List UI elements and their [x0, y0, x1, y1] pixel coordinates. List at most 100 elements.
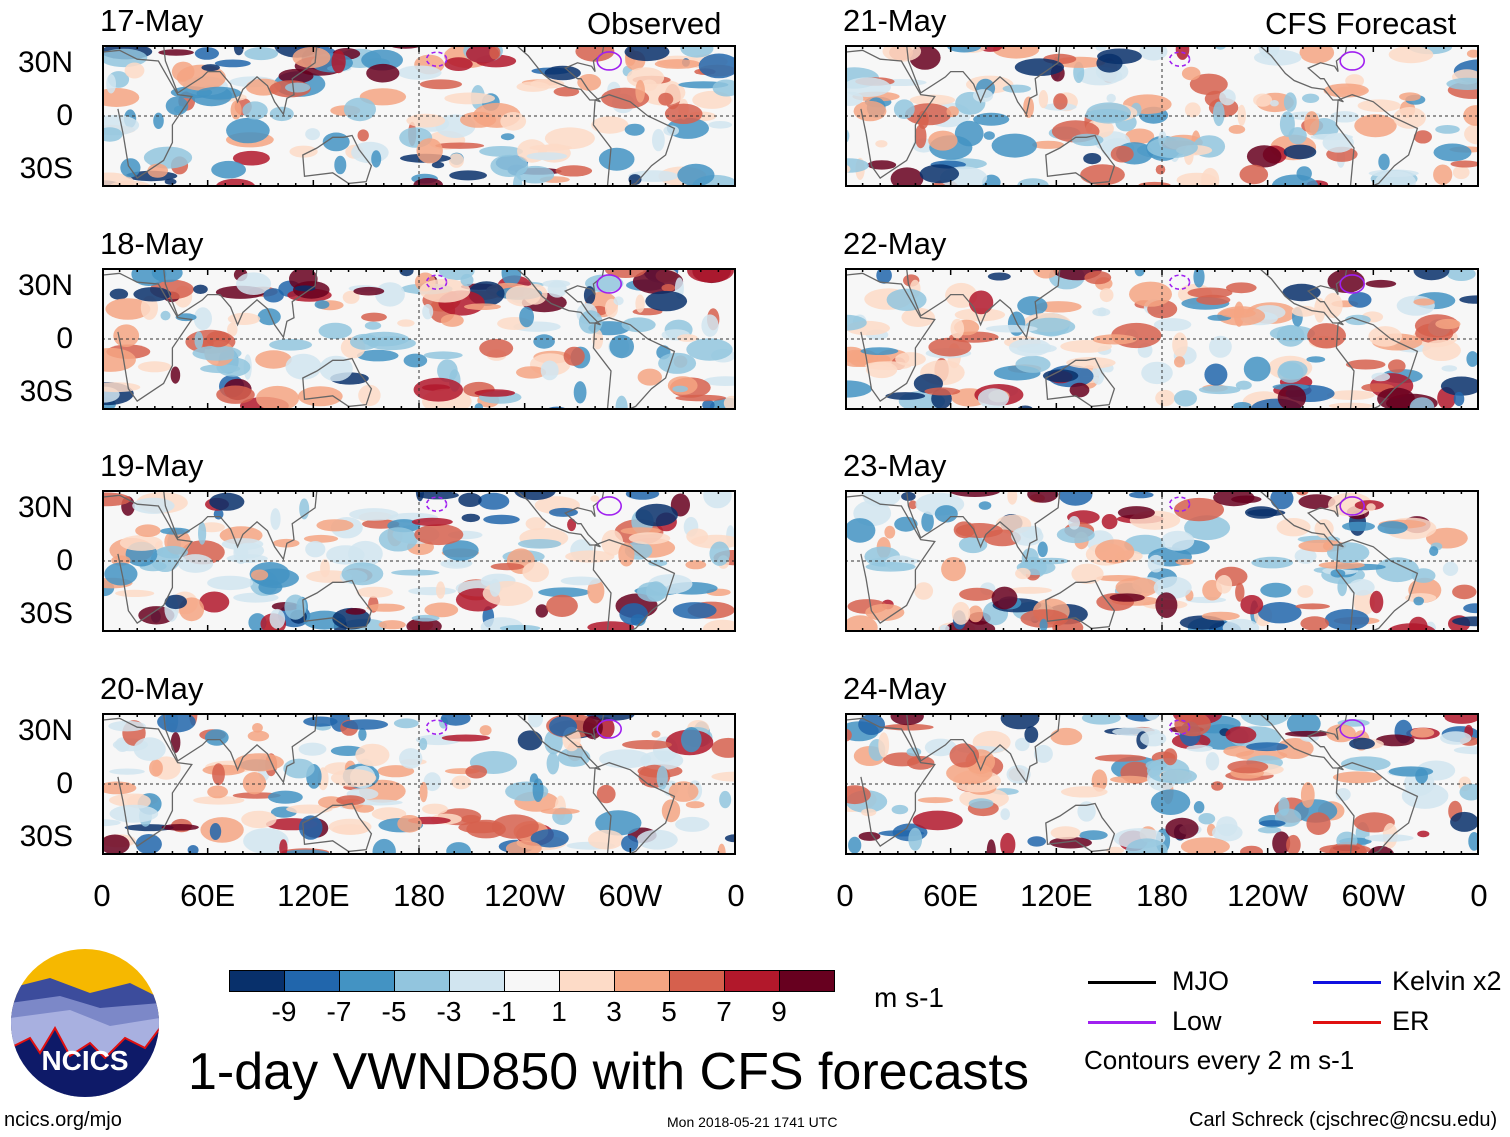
wind-anomaly-blob [336, 795, 365, 806]
wind-anomaly-blob [299, 498, 310, 520]
wind-anomaly-blob [1027, 836, 1046, 847]
wind-anomaly-blob [161, 824, 199, 831]
wind-anomaly-blob [672, 385, 688, 393]
wind-anomaly-blob [1277, 385, 1307, 410]
wind-anomaly-blob [1008, 586, 1052, 594]
wind-anomaly-blob [535, 604, 549, 618]
wind-anomaly-blob [544, 65, 581, 81]
wind-anomaly-blob [1155, 164, 1166, 175]
wind-anomaly-blob [658, 92, 674, 106]
wind-anomaly-blob [474, 389, 516, 397]
logo-text: NCICS [41, 1045, 128, 1076]
wind-anomaly-blob [530, 829, 569, 848]
wind-anomaly-blob [193, 796, 245, 805]
wind-anomaly-blob [624, 45, 670, 62]
wind-anomaly-blob [656, 765, 668, 790]
map-panel-forecast [845, 490, 1479, 632]
wind-anomaly-blob [1278, 797, 1290, 816]
wind-anomaly-blob [1145, 760, 1167, 771]
wind-anomaly-blob [1025, 317, 1076, 336]
lon-label: 180 [1136, 878, 1188, 913]
wind-anomaly-blob [207, 575, 254, 591]
wind-anomaly-blob [1193, 268, 1205, 288]
wind-anomaly-blob [1464, 123, 1479, 145]
wind-anomaly-blob [959, 587, 995, 601]
wind-anomaly-blob [635, 294, 645, 313]
wind-anomaly-blob [247, 730, 270, 742]
wind-anomaly-blob [135, 524, 161, 537]
lon-label: 60W [598, 878, 663, 913]
wind-anomaly-blob [672, 602, 717, 619]
wind-anomaly-blob [703, 376, 736, 386]
wind-anomaly-blob [306, 570, 353, 583]
wind-anomaly-blob [1294, 548, 1317, 564]
wind-anomaly-blob [646, 581, 666, 602]
lat-label: 30N [17, 268, 73, 302]
coastline [1045, 579, 1116, 630]
wind-anomaly-blob [1377, 521, 1408, 535]
wind-anomaly-blob [243, 828, 289, 854]
wind-anomaly-blob [366, 603, 405, 612]
wind-anomaly-blob [1094, 754, 1147, 762]
wind-anomaly-blob [156, 545, 189, 559]
wind-anomaly-blob [1345, 359, 1386, 370]
wind-anomaly-blob [516, 366, 547, 379]
wind-anomaly-blob [1330, 569, 1346, 578]
wind-anomaly-blob [845, 77, 891, 97]
coastline [1045, 357, 1116, 408]
wind-anomaly-blob [858, 831, 881, 841]
low-contour [596, 274, 623, 294]
wind-anomaly-blob [285, 353, 322, 380]
lat-label: 30N [17, 490, 73, 524]
coastline [102, 717, 193, 847]
map-panel-observed [102, 45, 736, 187]
coastline [1045, 134, 1116, 185]
wind-anomaly-blob [1092, 334, 1137, 345]
lon-label: 120E [277, 878, 350, 913]
wind-anomaly-blob [108, 720, 146, 732]
wind-anomaly-blob [102, 834, 130, 855]
wind-anomaly-blob [882, 45, 922, 62]
wind-anomaly-blob [978, 501, 992, 510]
wind-anomaly-blob [1211, 781, 1224, 791]
wind-anomaly-blob [1235, 582, 1245, 602]
wind-anomaly-blob [465, 765, 488, 779]
wind-anomaly-blob [242, 101, 268, 120]
wind-anomaly-blob [685, 560, 707, 570]
low-contour [1339, 51, 1366, 71]
colorbar-swatch [229, 970, 285, 992]
wind-anomaly-blob [449, 170, 487, 181]
wind-anomaly-blob [500, 112, 527, 131]
wind-anomaly-blob [355, 743, 390, 767]
colorbar-label: -5 [381, 996, 407, 1027]
wind-anomaly-blob [712, 79, 736, 97]
wind-anomaly-blob [622, 740, 672, 750]
wind-anomaly-blob [479, 725, 492, 736]
wind-anomaly-blob [104, 562, 138, 586]
coastline [845, 49, 936, 179]
wind-anomaly-blob [320, 559, 330, 578]
wind-anomaly-blob [1257, 826, 1282, 834]
low-contour [1339, 274, 1366, 294]
wind-anomaly-blob [914, 124, 927, 149]
lat-label: 30N [17, 713, 73, 747]
wind-anomaly-blob [615, 395, 628, 410]
coastline [905, 268, 1061, 339]
wind-anomaly-blob [448, 153, 464, 168]
wind-anomaly-blob [1446, 268, 1476, 281]
wind-anomaly-blob [1307, 323, 1346, 349]
legend-line-mjo [1088, 981, 1156, 984]
coastline [905, 490, 1061, 561]
coastline [302, 134, 373, 185]
wind-anomaly-blob [269, 339, 313, 351]
wind-anomaly-blob [499, 624, 541, 632]
wind-anomaly-blob [621, 835, 639, 852]
ncics-logo: NCICS [10, 948, 160, 1103]
wind-anomaly-blob [1286, 713, 1321, 737]
wind-anomaly-blob [230, 100, 242, 120]
wind-anomaly-blob [845, 518, 876, 543]
wind-anomaly-blob [193, 307, 212, 331]
wind-anomaly-blob [1366, 503, 1376, 512]
wind-anomaly-blob [1181, 66, 1201, 81]
